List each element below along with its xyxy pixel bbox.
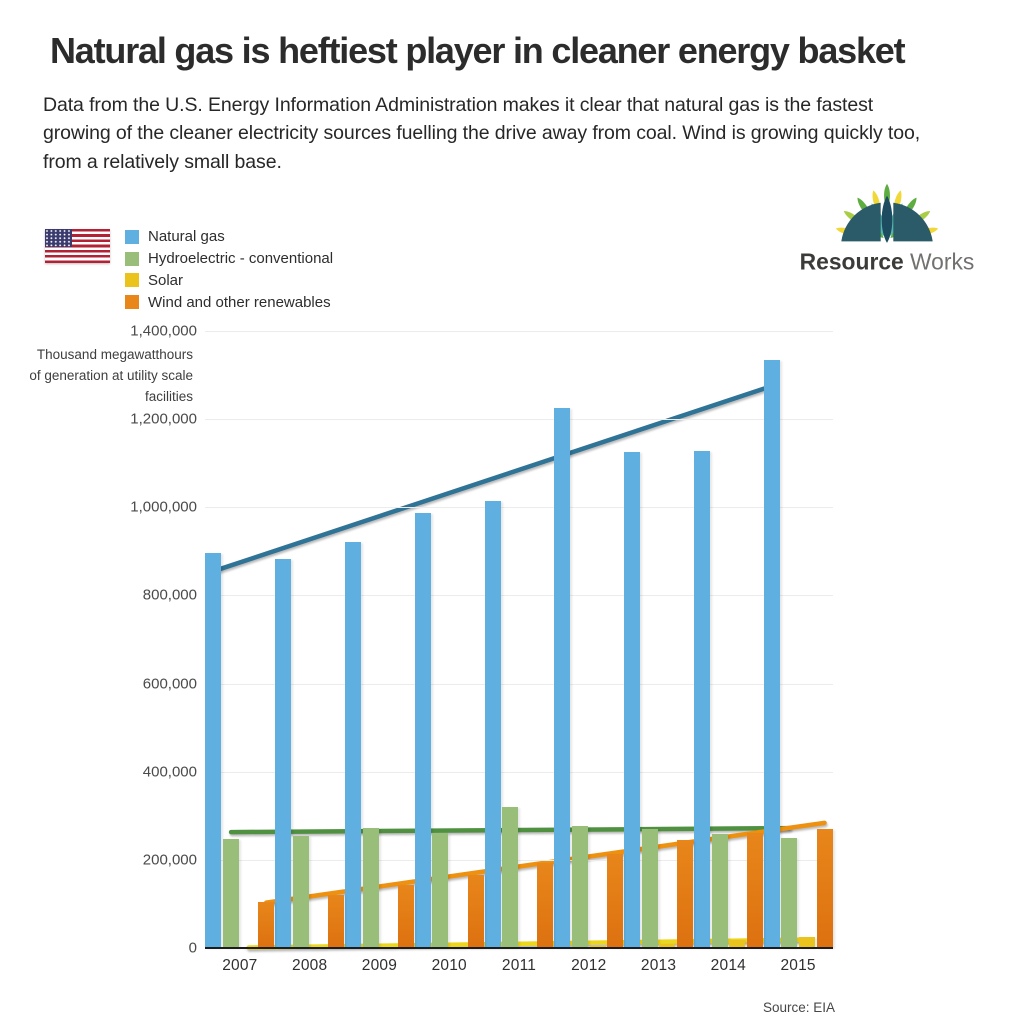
bar-hydroelectric-conventional-2012 [571, 826, 588, 948]
bar-hydroelectric-conventional-2013 [641, 829, 658, 948]
bar-natural-gas-2009 [345, 542, 362, 948]
gridline [205, 595, 833, 597]
x-axis-tick-label: 2009 [361, 957, 398, 974]
y-axis-tick-label: 1,400,000 [130, 322, 197, 340]
bar-wind-and-other-renewables-2008 [328, 895, 345, 948]
gridline [205, 683, 833, 685]
legend-item: Solar [125, 270, 333, 292]
gridline [205, 419, 833, 421]
legend-label: Solar [148, 271, 184, 289]
bar-hydroelectric-conventional-2007 [223, 838, 240, 948]
gridline [205, 331, 833, 332]
legend-item: Wind and other renewables [125, 291, 333, 313]
bar-natural-gas-2014 [693, 451, 710, 948]
bar-hydroelectric-conventional-2015 [781, 838, 798, 948]
y-axis-tick-label: 800,000 [142, 586, 197, 604]
gridline [205, 507, 833, 509]
x-axis-tick-label: 2015 [780, 957, 816, 974]
bar-solar-2015 [798, 936, 815, 948]
legend-swatch [125, 251, 139, 266]
bar-wind-and-other-renewables-2009 [397, 884, 414, 948]
legend-label: Hydroelectric - conventional [148, 250, 334, 268]
bar-wind-and-other-renewables-2014 [746, 832, 763, 948]
bar-hydroelectric-conventional-2008 [292, 835, 309, 948]
x-axis-line [205, 947, 833, 949]
y-axis-tick-label: 600,000 [142, 675, 197, 693]
legend-item: Natural gas [125, 226, 333, 248]
legend-item: Hydroelectric - conventional [125, 248, 333, 270]
legend-swatch [125, 229, 139, 244]
bar-wind-and-other-renewables-2010 [467, 874, 484, 948]
y-axis-tick-label: 200,000 [142, 851, 197, 869]
x-axis-tick-label: 2011 [501, 957, 537, 974]
legend: Natural gas Hydroelectric - conventional S… [125, 226, 333, 313]
bar-hydroelectric-conventional-2009 [362, 827, 379, 948]
legend-label: Natural gas [148, 228, 225, 246]
resourceworks-logo: Resource Works [784, 172, 990, 276]
logo-wordmark: Resource Works [800, 249, 975, 275]
page-subtitle: Data from the U.S. Energy Information Ad… [43, 94, 921, 173]
legend-swatch [125, 295, 139, 310]
x-axis-tick-label: 2012 [571, 957, 607, 974]
us-flag-icon [45, 229, 110, 263]
bar-hydroelectric-conventional-2011 [502, 807, 519, 948]
y-axis-tick-label: 1,200,000 [130, 410, 197, 428]
bar-natural-gas-2010 [414, 512, 431, 948]
bar-solar-2013 [659, 944, 676, 948]
bar-wind-and-other-renewables-2011 [537, 862, 554, 948]
resourceworks-leaf-icon: Resource Works [800, 183, 975, 275]
flag-canton [45, 229, 72, 248]
bar-natural-gas-2015 [763, 359, 780, 948]
x-axis-tick-label: 2007 [222, 957, 258, 974]
y-axis-tick-label: 1,000,000 [130, 498, 197, 516]
x-axis-tick-label: 2008 [292, 957, 328, 974]
bar-wind-and-other-renewables-2007 [258, 901, 275, 948]
bar-wind-and-other-renewables-2013 [676, 840, 693, 948]
bar-natural-gas-2007 [205, 552, 222, 948]
bar-natural-gas-2008 [275, 558, 292, 948]
bar-natural-gas-2012 [554, 407, 571, 948]
source-note: Source: EIA [763, 1000, 836, 1015]
x-axis-tick-label: 2010 [431, 957, 467, 974]
bar-wind-and-other-renewables-2012 [607, 853, 624, 948]
y-axis-tick-label: 0 [188, 939, 197, 957]
gridline [205, 859, 833, 861]
bar-hydroelectric-conventional-2014 [711, 833, 728, 948]
x-axis-tick-label: 2014 [710, 957, 746, 974]
y-axis-unit-label: Thousand megawatthours of generation at … [29, 347, 193, 404]
bar-hydroelectric-conventional-2010 [432, 833, 449, 948]
legend-swatch [125, 273, 139, 288]
bar-natural-gas-2011 [484, 501, 501, 948]
bar-natural-gas-2013 [624, 452, 641, 948]
y-axis-tick-label: 400,000 [142, 763, 197, 781]
legend-label: Wind and other renewables [148, 293, 331, 311]
page-title: Natural gas is heftiest player in cleane… [50, 30, 906, 71]
x-axis-tick-label: 2013 [640, 957, 677, 974]
bar-wind-and-other-renewables-2015 [816, 829, 833, 948]
gridline [205, 771, 833, 773]
bar-solar-2014 [729, 940, 746, 948]
